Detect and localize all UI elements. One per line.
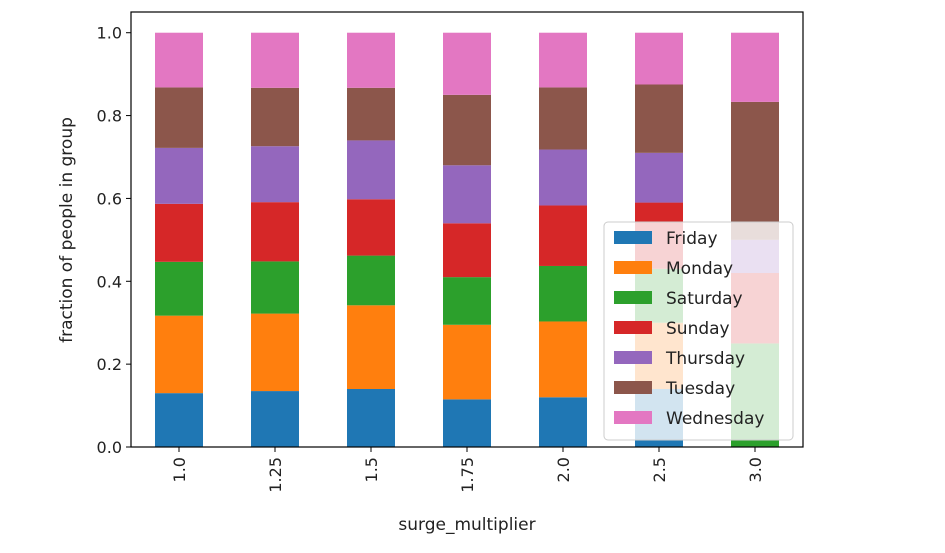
bar-segment-monday-1_0	[155, 315, 203, 394]
y-tick-label: 0.8	[97, 107, 122, 126]
x-tick-label: 1.75	[458, 457, 477, 493]
x-tick-label: 2.5	[650, 457, 669, 482]
legend-label-monday: Monday	[666, 259, 733, 279]
bar-segment-thursday-1_75	[443, 165, 491, 224]
legend-label-friday: Friday	[666, 229, 718, 249]
bar-segment-friday-1_75	[443, 399, 491, 447]
bar-segment-wednesday-2_0	[539, 32, 587, 88]
bar-segment-sunday-1_25	[251, 202, 299, 262]
legend-swatch-sunday	[614, 321, 652, 334]
bar-segment-tuesday-2_5	[635, 84, 683, 153]
bar-segment-sunday-1_0	[155, 203, 203, 262]
bar-segment-monday-1_75	[443, 324, 491, 400]
x-tick-label: 1.0	[170, 457, 189, 482]
x-tick-label: 1.25	[266, 457, 285, 493]
bar-segment-friday-1_0	[155, 393, 203, 447]
bar-segment-tuesday-3_0	[731, 101, 779, 240]
legend-label-sunday: Sunday	[666, 319, 730, 339]
bar-segment-wednesday-3_0	[731, 32, 779, 102]
legend-swatch-wednesday	[614, 411, 652, 424]
bar-segment-friday-2_0	[539, 397, 587, 447]
x-tick-label: 3.0	[746, 457, 765, 482]
bar-segment-thursday-2_5	[635, 152, 683, 203]
bar-segment-tuesday-1_75	[443, 94, 491, 166]
bar-segment-sunday-1_75	[443, 223, 491, 278]
bar-segment-friday-1_25	[251, 391, 299, 447]
y-tick-label: 0.6	[97, 189, 122, 208]
bar-segment-thursday-2_0	[539, 149, 587, 206]
x-tick-label: 2.0	[554, 457, 573, 482]
bar-segment-thursday-1_0	[155, 147, 203, 204]
bar-segment-thursday-1_5	[347, 140, 395, 200]
legend: Friday Monday Saturday Sunday Thursday Tuesda…	[603, 221, 794, 441]
legend-swatch-monday	[614, 261, 652, 274]
bar-segment-wednesday-1_75	[443, 32, 491, 95]
legend-swatch-friday	[614, 231, 652, 244]
y-tick-label: 0.2	[97, 355, 122, 374]
bar-segment-monday-1_5	[347, 305, 395, 389]
legend-label-saturday: Saturday	[666, 289, 743, 309]
bar-segment-tuesday-1_5	[347, 87, 395, 141]
bar-segment-saturday-1_0	[155, 261, 203, 316]
bar-segment-tuesday-1_0	[155, 87, 203, 148]
bar-segment-saturday-2_0	[539, 265, 587, 322]
bar-segment-sunday-2_0	[539, 205, 587, 266]
bar-segment-monday-2_0	[539, 321, 587, 398]
bar-segment-monday-1_25	[251, 313, 299, 392]
legend-label-wednesday: Wednesday	[666, 409, 764, 429]
bar-segment-thursday-1_25	[251, 146, 299, 203]
bar-segment-saturday-1_25	[251, 261, 299, 314]
x-tick-label: 1.5	[362, 457, 381, 482]
bar-segment-wednesday-1_5	[347, 32, 395, 88]
bar-segment-friday-1_5	[347, 389, 395, 447]
bar-segment-saturday-1_75	[443, 277, 491, 325]
legend-swatch-tuesday	[614, 381, 652, 394]
legend-label-thursday: Thursday	[665, 349, 745, 369]
x-axis-label: surge_multiplier	[398, 515, 535, 535]
y-axis-label: fraction of people in group	[57, 117, 77, 343]
bar-segment-saturday-1_5	[347, 255, 395, 306]
bar-segment-wednesday-2_5	[635, 32, 683, 85]
bar-segment-tuesday-1_25	[251, 87, 299, 147]
bar-segment-tuesday-2_0	[539, 87, 587, 150]
legend-swatch-saturday	[614, 291, 652, 304]
bar-segment-wednesday-1_25	[251, 32, 299, 88]
bars-layer	[155, 32, 779, 447]
legend-label-tuesday: Tuesday	[665, 379, 735, 399]
legend-swatch-thursday	[614, 351, 652, 364]
y-axis-ticks: 0.0 0.2 0.4 0.6 0.8 1.0	[97, 24, 131, 457]
y-tick-label: 0.0	[97, 438, 122, 457]
x-axis-ticks: 1.0 1.25 1.5 1.75 2.0 2.5 3.0	[170, 447, 765, 493]
bar-segment-sunday-1_5	[347, 199, 395, 256]
bar-segment-wednesday-1_0	[155, 32, 203, 88]
y-tick-label: 1.0	[97, 24, 122, 43]
y-tick-label: 0.4	[97, 272, 122, 291]
